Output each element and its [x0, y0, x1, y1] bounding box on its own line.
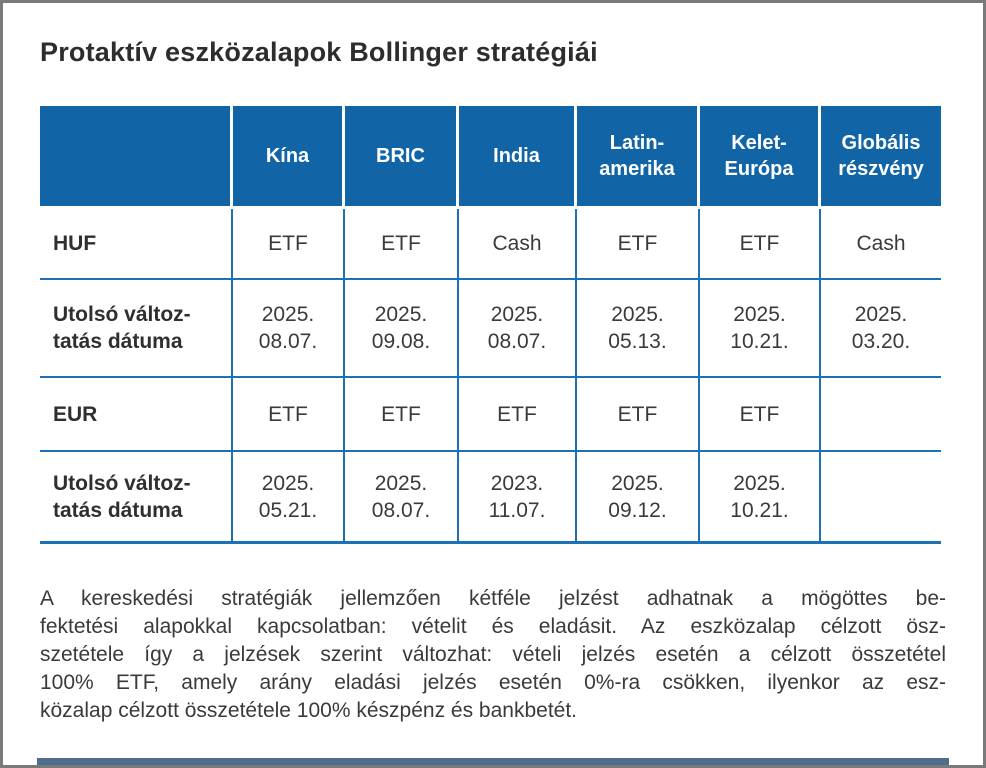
cell-eur-globalis-reszveny: [821, 378, 941, 450]
cell-huf-latin-amerika: ETF: [577, 209, 700, 278]
cell-eur-india: ETF: [459, 378, 577, 450]
cell-huf-bric: ETF: [345, 209, 459, 278]
cell-huf-globalis-reszveny: Cash: [856, 232, 906, 255]
cell-eur-date-globalis-reszveny: [821, 452, 941, 541]
cell-huf-date-kina: 2025. 08.07.: [233, 280, 345, 376]
cell-huf-kelet-europa: ETF: [700, 209, 821, 278]
strategy-table: Kína BRIC India Latin- amerika Kelet- Eu…: [40, 106, 941, 544]
cell-eur-date-kina: 2025. 05.21.: [233, 452, 345, 541]
table-row-huf-change-date: Utolsó változ- tatás dátuma 2025. 08.07.…: [40, 280, 941, 378]
cell-eur-date-latin-amerika: 2025. 09.12.: [577, 452, 700, 541]
description-line: szetétele így a jelzések szerint változh…: [40, 643, 946, 666]
column-header-latin-amerika: Latin- amerika: [577, 106, 700, 206]
cell-eur-kina: ETF: [233, 378, 345, 450]
cell-huf-date-globalis-reszveny: 2025. 03.20.: [851, 303, 911, 353]
row-label-huf: HUF: [40, 209, 233, 278]
cell-eur-kelet-europa: ETF: [700, 378, 821, 450]
cell-huf-date-latin-amerika: 2025. 05.13.: [577, 280, 700, 376]
table-row-eur: EUR ETF ETF ETF ETF ETF: [40, 378, 941, 452]
corner-cell: [40, 106, 233, 206]
cell-eur-latin-amerika: ETF: [577, 378, 700, 450]
table-row-huf: HUF ETF ETF Cash ETF ETF Cash: [40, 209, 941, 280]
cell-huf-date-bric: 2025. 09.08.: [345, 280, 459, 376]
column-header-globalis-reszveny: Globális részvény: [821, 106, 941, 206]
description-line: fektetési alapokkal kapcsolatban: vételi…: [40, 615, 946, 638]
cell-huf-date-india: 2025. 08.07.: [459, 280, 577, 376]
description-paragraph: A kereskedési stratégiák jellemzően kétf…: [40, 585, 946, 725]
description-line: közalap célzott összetétele 100% készpén…: [40, 699, 577, 722]
row-label-eur-change-date: Utolsó változ- tatás dátuma: [40, 452, 233, 541]
cell-eur-date-kelet-europa: 2025. 10.21.: [700, 452, 821, 541]
cell-eur-date-bric: 2025. 08.07.: [345, 452, 459, 541]
row-label-eur: EUR: [40, 378, 233, 450]
column-header-india: India: [459, 106, 577, 206]
row-label-huf-change-date: Utolsó változ- tatás dátuma: [40, 280, 233, 376]
footer-accent-bar: [37, 758, 949, 765]
page-title: Protaktív eszközalapok Bollinger stratég…: [40, 37, 598, 67]
cell-huf-kina: ETF: [233, 209, 345, 278]
description-line: 100% ETF, amely arány eladási jelzés ese…: [40, 671, 946, 694]
cell-huf-india: Cash: [459, 209, 577, 278]
column-header-bric: BRIC: [345, 106, 459, 206]
description-line: A kereskedési stratégiák jellemzően kétf…: [40, 587, 946, 610]
cell-eur-date-india: 2023. 11.07.: [459, 452, 577, 541]
table-row-eur-change-date: Utolsó változ- tatás dátuma 2025. 05.21.…: [40, 452, 941, 544]
table-header-row: Kína BRIC India Latin- amerika Kelet- Eu…: [40, 106, 941, 206]
cell-eur-bric: ETF: [345, 378, 459, 450]
column-header-kina: Kína: [233, 106, 345, 206]
column-header-kelet-europa: Kelet- Európa: [700, 106, 821, 206]
cell-huf-date-kelet-europa: 2025. 10.21.: [700, 280, 821, 376]
